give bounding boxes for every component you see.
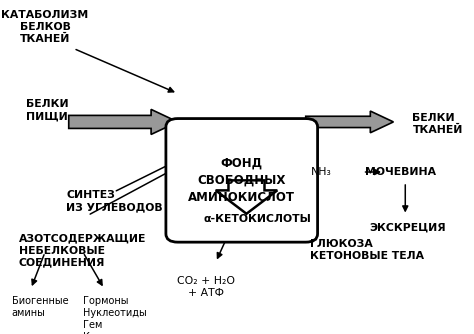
Text: NH₃: NH₃ (310, 167, 331, 177)
Text: МОЧЕВИНА: МОЧЕВИНА (365, 167, 436, 177)
Text: α-КЕТОКИСЛОТЫ: α-КЕТОКИСЛОТЫ (204, 214, 312, 224)
Polygon shape (216, 180, 277, 214)
Text: ФОНД
СВОБОДНЫХ
АМИНОКИСЛОТ: ФОНД СВОБОДНЫХ АМИНОКИСЛОТ (188, 157, 295, 204)
Text: ЭКСКРЕЦИЯ: ЭКСКРЕЦИЯ (370, 222, 447, 232)
Text: КАТАБОЛИЗМ
БЕЛКОВ
ТКАНЕЙ: КАТАБОЛИЗМ БЕЛКОВ ТКАНЕЙ (1, 10, 89, 44)
FancyArrow shape (69, 109, 178, 134)
Text: ГЛЮКОЗА
КЕТОНОВЫЕ ТЕЛА: ГЛЮКОЗА КЕТОНОВЫЕ ТЕЛА (310, 239, 425, 261)
Text: АЗОТСОДЕРЖАЩИЕ
НЕБЕЛКОВЫЕ
СОЕДИНЕНИЯ: АЗОТСОДЕРЖАЩИЕ НЕБЕЛКОВЫЕ СОЕДИНЕНИЯ (19, 234, 146, 268)
Text: Биогенные
амины: Биогенные амины (12, 296, 68, 318)
Text: Гормоны
Нуклеотиды
Гем
Креатин и др.: Гормоны Нуклеотиды Гем Креатин и др. (83, 296, 155, 334)
Text: БЕЛКИ
ПИЩИ: БЕЛКИ ПИЩИ (26, 99, 69, 121)
FancyArrow shape (306, 111, 393, 133)
Text: CO₂ + H₂O
+ АТФ: CO₂ + H₂O + АТФ (177, 276, 235, 298)
Text: СИНТЕЗ
ИЗ УГЛЕВОДОВ: СИНТЕЗ ИЗ УГЛЕВОДОВ (66, 190, 163, 212)
FancyBboxPatch shape (166, 119, 318, 242)
Text: БЕЛКИ
ТКАНЕЙ: БЕЛКИ ТКАНЕЙ (412, 113, 463, 135)
